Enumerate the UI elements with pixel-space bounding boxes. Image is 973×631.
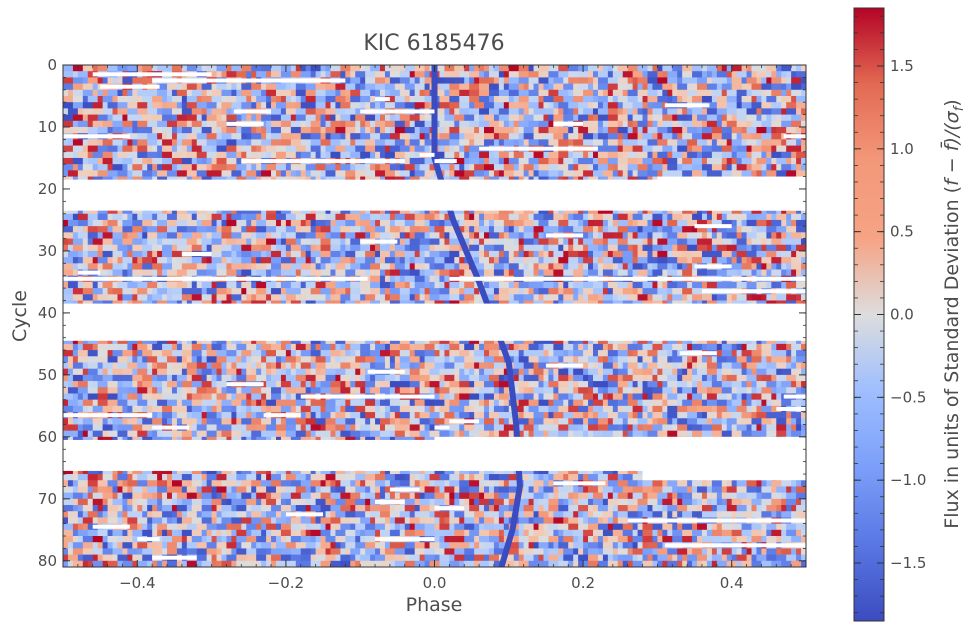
y-tick-label: 80 [38,552,57,570]
colorbar-tick-label: 1.0 [890,140,914,158]
y-tick-label: 50 [38,366,57,384]
y-tick-label: 70 [38,490,57,508]
x-tick-label: 0.4 [720,574,744,592]
y-tick-label: 40 [38,304,57,322]
colorbar-tick-label: 0.5 [890,223,914,241]
missing-data-gaps [63,72,806,560]
transit-track [431,65,523,567]
x-tick-label: 0.0 [423,574,447,592]
x-tick-label: −0.2 [268,574,304,592]
colorbar-tick-label: −0.5 [890,388,926,406]
y-tick-label: 30 [38,242,57,260]
x-tick-label: −0.4 [119,574,155,592]
y-tick-label: 0 [47,56,57,74]
colorbar-tick-label: −1.0 [890,471,926,489]
y-axis-ticks: 0 10 20 30 40 50 60 70 80 [38,56,806,570]
colorbar-label: Flux in units of Standard Deviation (f −… [939,99,967,528]
x-tick-label: 0.2 [571,574,595,592]
colorbar-tick-label: 0.0 [890,306,914,324]
chart-title: KIC 6185476 [363,31,504,56]
x-axis-ticks: −0.4 −0.2 0.0 0.2 0.4 [62,65,807,592]
colorbar-tick-label: 1.5 [890,57,914,75]
y-tick-label: 60 [38,428,57,446]
colorbar-tick-label: −1.5 [890,554,926,572]
colorbar-ticks: −1.5 −1.0 −0.5 0.0 0.5 1.0 1.5 [854,15,926,614]
y-tick-label: 20 [38,180,57,198]
y-tick-label: 10 [38,118,57,136]
x-axis-label: Phase [406,594,463,616]
y-axis-label: Cycle [9,290,31,342]
